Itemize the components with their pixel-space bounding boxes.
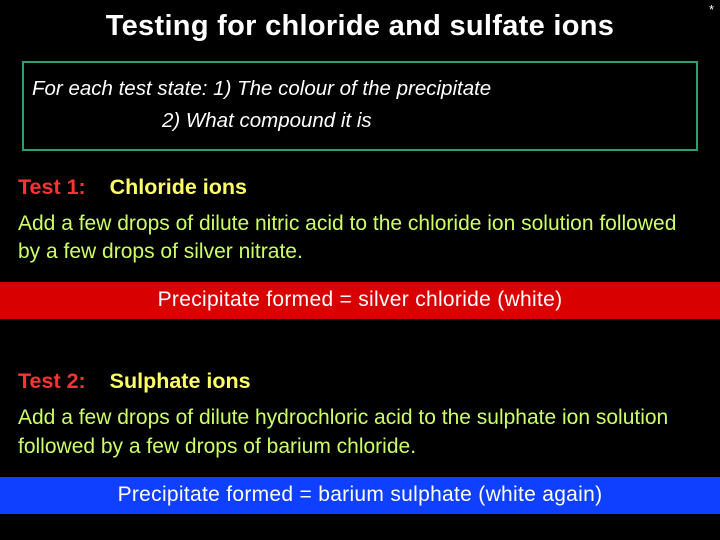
test-1-body: Add a few drops of dilute nitric acid to… [18, 210, 702, 267]
instruction-box: For each test state: 1) The colour of th… [22, 61, 698, 151]
test-2-label: Test 2: [18, 369, 86, 393]
test-1-block: Test 1: Chloride ions Add a few drops of… [0, 175, 720, 267]
test-1-result-banner: Precipitate formed = silver chloride (wh… [0, 282, 720, 319]
test-2-result-banner: Precipitate formed = barium sulphate (wh… [0, 477, 720, 514]
test-2-block: Test 2: Sulphate ions Add a few drops of… [0, 369, 720, 461]
instruction-line-1: For each test state: 1) The colour of th… [32, 73, 688, 105]
slide-title: Testing for chloride and sulfate ions [0, 0, 720, 43]
spacer [0, 319, 720, 345]
test-1-label: Test 1: [18, 175, 86, 199]
corner-asterisk: * [709, 2, 714, 17]
test-1-heading: Test 1: Chloride ions [18, 175, 702, 200]
instruction-line-2: 2) What compound it is [32, 105, 688, 137]
test-2-heading: Test 2: Sulphate ions [18, 369, 702, 394]
test-1-name: Chloride ions [110, 175, 247, 199]
test-2-name: Sulphate ions [110, 369, 251, 393]
test-2-body: Add a few drops of dilute hydrochloric a… [18, 404, 702, 461]
